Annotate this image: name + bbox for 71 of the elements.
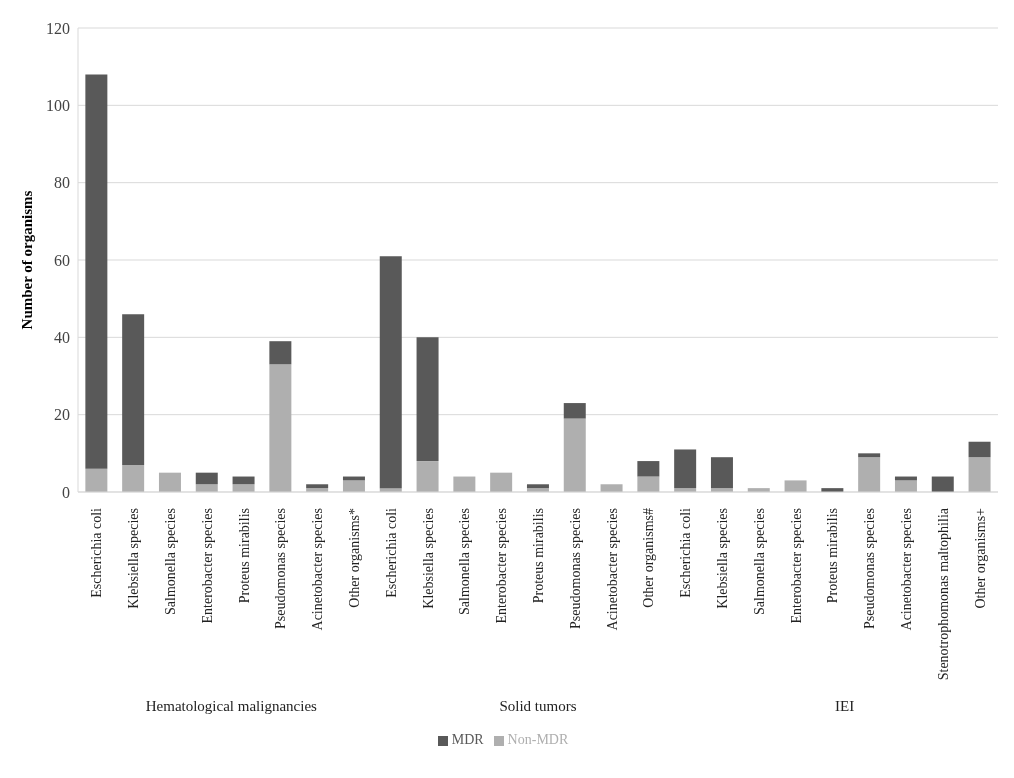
bar bbox=[674, 449, 697, 489]
x-tick-label: Other organisms+ bbox=[972, 507, 988, 609]
x-tick-label: Escherichia coli bbox=[383, 507, 399, 598]
x-tick-label: Salmonella species bbox=[457, 508, 473, 615]
x-tick-label: Salmonella species bbox=[163, 508, 178, 615]
x-tick-label: Klebsiella species bbox=[126, 508, 142, 609]
bar bbox=[85, 74, 108, 469]
x-tick-label: Proteus mirabilis bbox=[236, 508, 252, 604]
x-tick-label: Pseudomonas species bbox=[273, 508, 289, 629]
bar bbox=[490, 472, 513, 492]
x-tick-label: Other organisms* bbox=[347, 508, 362, 608]
bar bbox=[379, 256, 402, 489]
x-tick-label: Escherichia coli bbox=[678, 507, 694, 598]
x-tick-label: Stenotrophomonas maltophilia bbox=[935, 507, 951, 681]
bar bbox=[563, 418, 586, 492]
bar bbox=[526, 484, 549, 489]
y-tick-label: 100 bbox=[46, 97, 70, 115]
bar bbox=[158, 472, 181, 492]
x-tick-label: Enterobacter species bbox=[494, 508, 510, 624]
bar bbox=[968, 441, 991, 458]
x-tick-label: Enterobacter species bbox=[788, 508, 804, 624]
x-tick-label: Klebsiella species bbox=[420, 508, 436, 609]
bar bbox=[122, 464, 145, 492]
x-tick-label: Klebsiella species bbox=[715, 508, 730, 609]
bar bbox=[122, 314, 145, 465]
x-tick-label: Pseudomonas species bbox=[567, 508, 583, 629]
x-tick-label: Acinetobacter species bbox=[604, 508, 620, 631]
bar bbox=[269, 341, 292, 365]
bar bbox=[85, 468, 108, 492]
x-tick-label: Acinetobacter species bbox=[899, 508, 914, 631]
legend-label: MDR bbox=[451, 732, 484, 747]
x-tick-label: Proteus mirabilis bbox=[825, 508, 841, 604]
bar bbox=[784, 480, 807, 492]
bar bbox=[563, 403, 586, 419]
text: IEI bbox=[834, 698, 856, 715]
bar bbox=[710, 457, 733, 489]
bar bbox=[600, 484, 623, 492]
y-tick-label: 40 bbox=[54, 329, 70, 347]
bar bbox=[968, 457, 991, 492]
y-tick-label: 80 bbox=[54, 174, 70, 192]
bar bbox=[453, 476, 476, 492]
x-tick-label: Proteus mirabilis bbox=[531, 508, 546, 604]
y-tick-label: 60 bbox=[54, 251, 70, 269]
y-tick-label: 120 bbox=[46, 19, 70, 37]
x-tick-label: Salmonella species bbox=[751, 508, 767, 615]
bar bbox=[858, 457, 881, 492]
bar bbox=[342, 480, 365, 492]
x-tick-label: Escherichia coli bbox=[89, 507, 105, 598]
legend-label: Non-MDR bbox=[507, 732, 569, 747]
bar bbox=[858, 453, 881, 458]
x-tick-label: Acinetobacter species bbox=[310, 508, 326, 631]
text: Solid tumors bbox=[498, 698, 578, 715]
x-tick-label: Enterobacter species bbox=[199, 508, 215, 624]
x-tick-label: Other organisms# bbox=[641, 508, 657, 608]
bar bbox=[894, 480, 917, 492]
y-axis-title: Number of organisms bbox=[19, 190, 36, 330]
bar bbox=[416, 461, 439, 492]
bar bbox=[195, 484, 218, 492]
text: Hematological malignancies bbox=[144, 698, 318, 715]
bar bbox=[637, 476, 660, 492]
y-tick-label: 0 bbox=[62, 483, 70, 501]
bar bbox=[306, 484, 329, 489]
bar bbox=[269, 364, 292, 492]
y-tick-label: 20 bbox=[54, 406, 70, 424]
bar bbox=[637, 461, 660, 477]
bar bbox=[232, 476, 255, 485]
bar bbox=[416, 337, 439, 462]
x-tick-label: Pseudomonas species bbox=[862, 508, 878, 629]
bar bbox=[931, 476, 954, 492]
bar bbox=[232, 484, 255, 492]
bar bbox=[195, 472, 218, 485]
